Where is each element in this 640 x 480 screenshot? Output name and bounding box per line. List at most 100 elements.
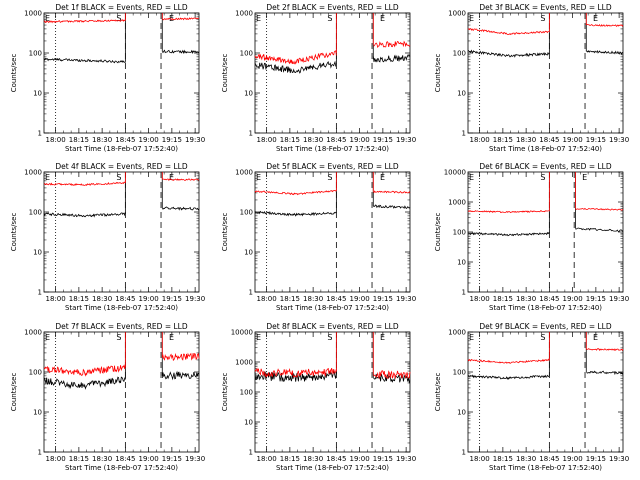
x-tick-label: 19:00	[350, 295, 370, 303]
marker-label: E	[469, 14, 474, 23]
x-tick-label: 19:00	[139, 455, 159, 463]
x-tick-label: 18:45	[539, 295, 559, 303]
x-tick-label: 19:00	[350, 136, 370, 144]
series-line-lld	[467, 358, 550, 364]
x-tick-label: 18:00	[46, 295, 66, 303]
marker-label: E	[593, 14, 598, 23]
y-tick-label: 100	[453, 369, 466, 377]
y-tick-label: 100	[453, 50, 466, 58]
x-tick-label: 18:15	[69, 136, 89, 144]
series-line-lld	[43, 181, 126, 186]
y-tick-label: 10	[244, 249, 253, 257]
marker-label: S	[540, 333, 545, 342]
x-tick-label: 18:30	[92, 136, 112, 144]
marker-label: S	[327, 14, 332, 23]
plot-frame	[43, 12, 200, 134]
x-axis-label: Start Time (18-Feb-07 17:52:40)	[276, 464, 389, 472]
series-line-lld	[586, 23, 624, 27]
series-line-lld	[162, 17, 200, 21]
detector-panel: Det 9f BLACK = Events, RED = LLD 1000 100 1…	[434, 322, 629, 472]
series-line-lld	[373, 40, 411, 49]
marker-label: E	[469, 173, 474, 182]
series-line-events	[372, 54, 411, 63]
plot-frame	[467, 171, 624, 293]
detector-panel: Det 2f BLACK = Events, RED = LLD 1000 100 1…	[221, 3, 416, 153]
plot-frame	[254, 171, 411, 293]
x-tick-label: 19:30	[185, 455, 205, 463]
series-line-lld	[254, 367, 337, 378]
series-line-lld	[162, 178, 200, 182]
x-tick-label: 18:00	[257, 136, 277, 144]
x-tick-label: 18:15	[280, 136, 300, 144]
x-tick-label: 18:30	[303, 136, 323, 144]
x-tick-label: 18:15	[493, 295, 513, 303]
x-tick-label: 19:30	[609, 136, 629, 144]
x-tick-label: 18:45	[326, 136, 346, 144]
x-tick-label: 18:15	[69, 455, 89, 463]
panel-title: Det 3f BLACK = Events, RED = LLD	[479, 3, 612, 12]
marker-label: E	[256, 173, 261, 182]
x-tick-label: 19:30	[185, 295, 205, 303]
plot-frame	[254, 331, 411, 453]
y-tick-label: 1000	[24, 329, 42, 337]
y-axis-label: Counts/sec	[221, 373, 229, 412]
y-axis-label: Counts/sec	[221, 54, 229, 93]
x-tick-label: 18:15	[280, 455, 300, 463]
x-tick-label: 19:00	[563, 295, 583, 303]
x-tick-label: 19:15	[586, 136, 606, 144]
plot-frame	[467, 12, 624, 134]
marker-label: S	[327, 333, 332, 342]
x-tick-label: 19:15	[373, 136, 393, 144]
y-tick-label: 1	[249, 289, 253, 297]
marker-label: S	[540, 14, 545, 23]
y-axis-label: Counts/sec	[10, 54, 18, 93]
panel-title: Det 7f BLACK = Events, RED = LLD	[55, 322, 188, 331]
y-tick-label: 1000	[235, 169, 253, 177]
series-line-events	[467, 231, 550, 237]
series-line-lld	[43, 19, 126, 24]
x-tick-label: 18:30	[92, 295, 112, 303]
y-tick-label: 10000	[444, 169, 466, 177]
y-tick-label: 100	[453, 229, 466, 237]
x-tick-label: 18:00	[470, 295, 490, 303]
series-line-lld	[43, 364, 126, 377]
series-line-lld	[161, 352, 200, 361]
series-line-events	[575, 227, 624, 232]
marker-label: E	[45, 333, 50, 342]
x-tick-label: 19:30	[609, 455, 629, 463]
series-line-events	[161, 206, 200, 211]
x-tick-label: 19:15	[373, 295, 393, 303]
x-tick-label: 18:15	[493, 455, 513, 463]
y-axis-label: Counts/sec	[434, 373, 442, 412]
y-tick-label: 10	[33, 90, 42, 98]
x-axis-label: Start Time (18-Feb-07 17:52:40)	[65, 464, 178, 472]
y-tick-label: 10	[33, 249, 42, 257]
x-axis-label: Start Time (18-Feb-07 17:52:40)	[489, 304, 602, 312]
x-tick-label: 19:00	[139, 136, 159, 144]
x-tick-label: 19:15	[586, 295, 606, 303]
y-tick-label: 10	[457, 90, 466, 98]
y-tick-label: 1000	[235, 10, 253, 18]
marker-label: E	[256, 14, 261, 23]
x-tick-label: 18:45	[326, 295, 346, 303]
x-tick-label: 19:30	[396, 136, 416, 144]
y-tick-label: 100	[29, 50, 42, 58]
marker-label: E	[469, 333, 474, 342]
y-tick-label: 1000	[24, 10, 42, 18]
series-line-events	[467, 49, 550, 58]
y-tick-label: 1	[249, 130, 253, 138]
y-tick-label: 100	[240, 50, 253, 58]
y-axis-label: Counts/sec	[434, 213, 442, 252]
x-tick-label: 18:15	[69, 295, 89, 303]
y-tick-label: 100	[240, 389, 253, 397]
x-tick-label: 19:15	[586, 455, 606, 463]
x-tick-label: 18:30	[303, 455, 323, 463]
series-line-events	[373, 204, 411, 210]
y-tick-label: 1000	[24, 169, 42, 177]
y-tick-label: 1	[38, 289, 42, 297]
series-line-events	[586, 49, 624, 55]
x-tick-label: 18:15	[280, 295, 300, 303]
series-line-events	[161, 370, 199, 381]
x-axis-label: Start Time (18-Feb-07 17:52:40)	[489, 464, 602, 472]
detector-panel: Det 6f BLACK = Events, RED = LLD 10000 100…	[434, 162, 629, 312]
